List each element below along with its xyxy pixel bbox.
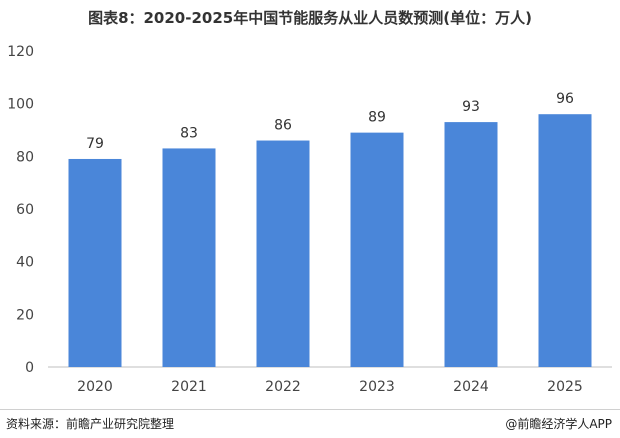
x-tick-label-2025: 2025: [547, 379, 583, 395]
x-tick-label-2023: 2023: [359, 379, 395, 395]
bars: [68, 114, 592, 367]
y-tick-label: 40: [16, 255, 34, 271]
brand-credit: @前瞻经济学人APP: [505, 417, 612, 431]
data-label-2022: 86: [274, 118, 292, 134]
data-label-2023: 89: [368, 110, 386, 126]
bar-2023: [350, 132, 404, 367]
data-labels: 79 83 86 89 93 96: [86, 91, 574, 152]
chart-title: 图表8：2020-2025年中国节能服务从业人员数预测(单位：万人): [88, 9, 532, 27]
y-tick-label: 20: [16, 307, 34, 323]
bar-2022: [256, 140, 310, 367]
bar-2025: [538, 114, 592, 367]
y-tick-label: 0: [25, 360, 34, 376]
bar-2020: [68, 158, 122, 367]
source-note: 资料来源：前瞻产业研究院整理: [6, 417, 175, 431]
data-label-2021: 83: [180, 125, 198, 141]
footer-divider: [0, 409, 620, 410]
x-tick-label-2020: 2020: [77, 379, 113, 395]
y-tick-label: 60: [16, 202, 34, 218]
y-tick-label: 100: [7, 97, 34, 113]
x-tick-label-2022: 2022: [265, 379, 301, 395]
x-axis-labels: 2020 2021 2022 2023 2024 2025: [77, 379, 583, 395]
data-label-2025: 96: [556, 91, 574, 107]
x-tick-label-2024: 2024: [453, 379, 489, 395]
data-label-2020: 79: [86, 136, 104, 152]
bar-2024: [444, 122, 498, 367]
x-tick-label-2021: 2021: [171, 379, 207, 395]
bar-2021: [162, 148, 216, 367]
y-axis-labels: 0 20 40 60 80 100 120: [7, 44, 34, 376]
y-tick-label: 80: [16, 149, 34, 165]
y-tick-label: 120: [7, 44, 34, 60]
data-label-2024: 93: [462, 99, 480, 115]
